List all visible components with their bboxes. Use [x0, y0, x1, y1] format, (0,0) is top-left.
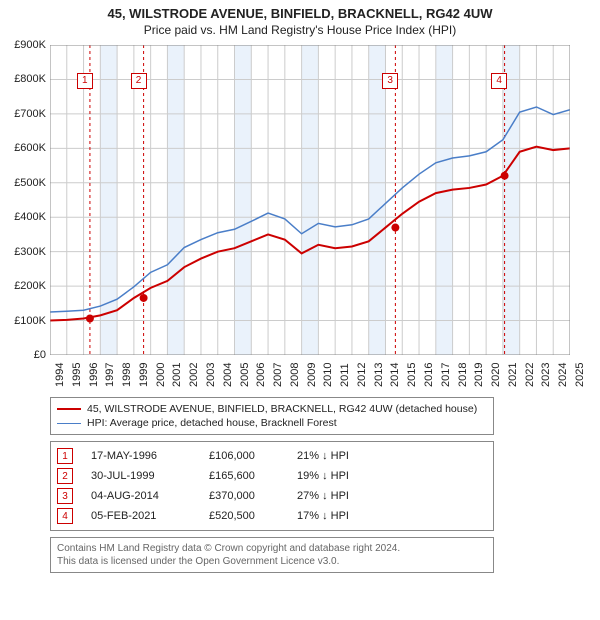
x-tick-label: 2013 [373, 363, 385, 387]
x-tick-label: 1997 [104, 363, 116, 387]
price-chart: £0£100K£200K£300K£400K£500K£600K£700K£80… [50, 45, 570, 355]
x-tick-label: 2024 [557, 363, 569, 387]
x-tick-label: 2009 [306, 363, 318, 387]
row-marker: 2 [57, 468, 73, 484]
row-date: 05-FEB-2021 [91, 510, 191, 522]
y-tick-label: £800K [0, 73, 46, 85]
row-date: 17-MAY-1996 [91, 450, 191, 462]
y-tick-label: £400K [0, 211, 46, 223]
footer-line-2: This data is licensed under the Open Gov… [57, 555, 487, 568]
y-tick-label: £700K [0, 108, 46, 120]
x-tick-label: 2022 [524, 363, 536, 387]
legend-row: HPI: Average price, detached house, Brac… [57, 416, 487, 430]
row-marker: 1 [57, 448, 73, 464]
x-tick-label: 2018 [457, 363, 469, 387]
table-row: 2 30-JUL-1999 £165,600 19% ↓ HPI [57, 466, 487, 486]
chart-legend: 45, WILSTRODE AVENUE, BINFIELD, BRACKNEL… [50, 397, 494, 435]
y-tick-label: £600K [0, 142, 46, 154]
row-price: £165,600 [209, 470, 279, 482]
x-tick-label: 2007 [272, 363, 284, 387]
x-tick-label: 1996 [88, 363, 100, 387]
row-diff: 21% ↓ HPI [297, 450, 377, 462]
y-tick-label: £100K [0, 315, 46, 327]
x-tick-label: 2003 [205, 363, 217, 387]
x-tick-label: 2000 [155, 363, 167, 387]
footer-line-1: Contains HM Land Registry data © Crown c… [57, 542, 487, 555]
x-tick-label: 2002 [188, 363, 200, 387]
table-row: 4 05-FEB-2021 £520,500 17% ↓ HPI [57, 506, 487, 526]
x-tick-label: 2016 [423, 363, 435, 387]
x-tick-label: 1998 [121, 363, 133, 387]
x-tick-label: 1994 [54, 363, 66, 387]
page-subtitle: Price paid vs. HM Land Registry's House … [0, 21, 600, 37]
x-tick-label: 2014 [389, 363, 401, 387]
row-marker: 4 [57, 508, 73, 524]
row-diff: 19% ↓ HPI [297, 470, 377, 482]
row-date: 04-AUG-2014 [91, 490, 191, 502]
footer-note: Contains HM Land Registry data © Crown c… [50, 537, 494, 573]
x-tick-label: 2021 [507, 363, 519, 387]
sale-marker-4: 4 [491, 73, 507, 89]
x-tick-label: 2015 [406, 363, 418, 387]
x-tick-label: 2005 [239, 363, 251, 387]
x-tick-label: 1999 [138, 363, 150, 387]
x-tick-label: 2008 [289, 363, 301, 387]
row-diff: 17% ↓ HPI [297, 510, 377, 522]
x-tick-label: 2010 [322, 363, 334, 387]
x-tick-label: 2012 [356, 363, 368, 387]
x-tick-label: 1995 [71, 363, 83, 387]
legend-label: HPI: Average price, detached house, Brac… [87, 417, 337, 429]
row-marker: 3 [57, 488, 73, 504]
legend-row: 45, WILSTRODE AVENUE, BINFIELD, BRACKNEL… [57, 402, 487, 416]
row-date: 30-JUL-1999 [91, 470, 191, 482]
y-tick-label: £200K [0, 280, 46, 292]
table-row: 3 04-AUG-2014 £370,000 27% ↓ HPI [57, 486, 487, 506]
y-tick-label: £500K [0, 177, 46, 189]
row-price: £106,000 [209, 450, 279, 462]
legend-swatch [57, 408, 81, 410]
row-diff: 27% ↓ HPI [297, 490, 377, 502]
y-tick-label: £900K [0, 39, 46, 51]
x-tick-label: 2006 [255, 363, 267, 387]
y-tick-label: £0 [0, 349, 46, 361]
row-price: £370,000 [209, 490, 279, 502]
x-tick-label: 2019 [473, 363, 485, 387]
x-tick-label: 2004 [222, 363, 234, 387]
x-tick-label: 2023 [540, 363, 552, 387]
x-tick-label: 2025 [574, 363, 586, 387]
row-price: £520,500 [209, 510, 279, 522]
x-tick-label: 2001 [171, 363, 183, 387]
sale-marker-2: 2 [131, 73, 147, 89]
x-tick-label: 2017 [440, 363, 452, 387]
x-tick-label: 2011 [339, 363, 351, 387]
y-tick-label: £300K [0, 246, 46, 258]
sale-marker-1: 1 [77, 73, 93, 89]
legend-label: 45, WILSTRODE AVENUE, BINFIELD, BRACKNEL… [87, 403, 477, 415]
sale-marker-3: 3 [382, 73, 398, 89]
page-title: 45, WILSTRODE AVENUE, BINFIELD, BRACKNEL… [0, 0, 600, 21]
sales-table: 1 17-MAY-1996 £106,000 21% ↓ HPI 2 30-JUL-199… [50, 441, 494, 531]
table-row: 1 17-MAY-1996 £106,000 21% ↓ HPI [57, 446, 487, 466]
x-tick-label: 2020 [490, 363, 502, 387]
legend-swatch [57, 423, 81, 424]
chart-svg [50, 45, 570, 355]
